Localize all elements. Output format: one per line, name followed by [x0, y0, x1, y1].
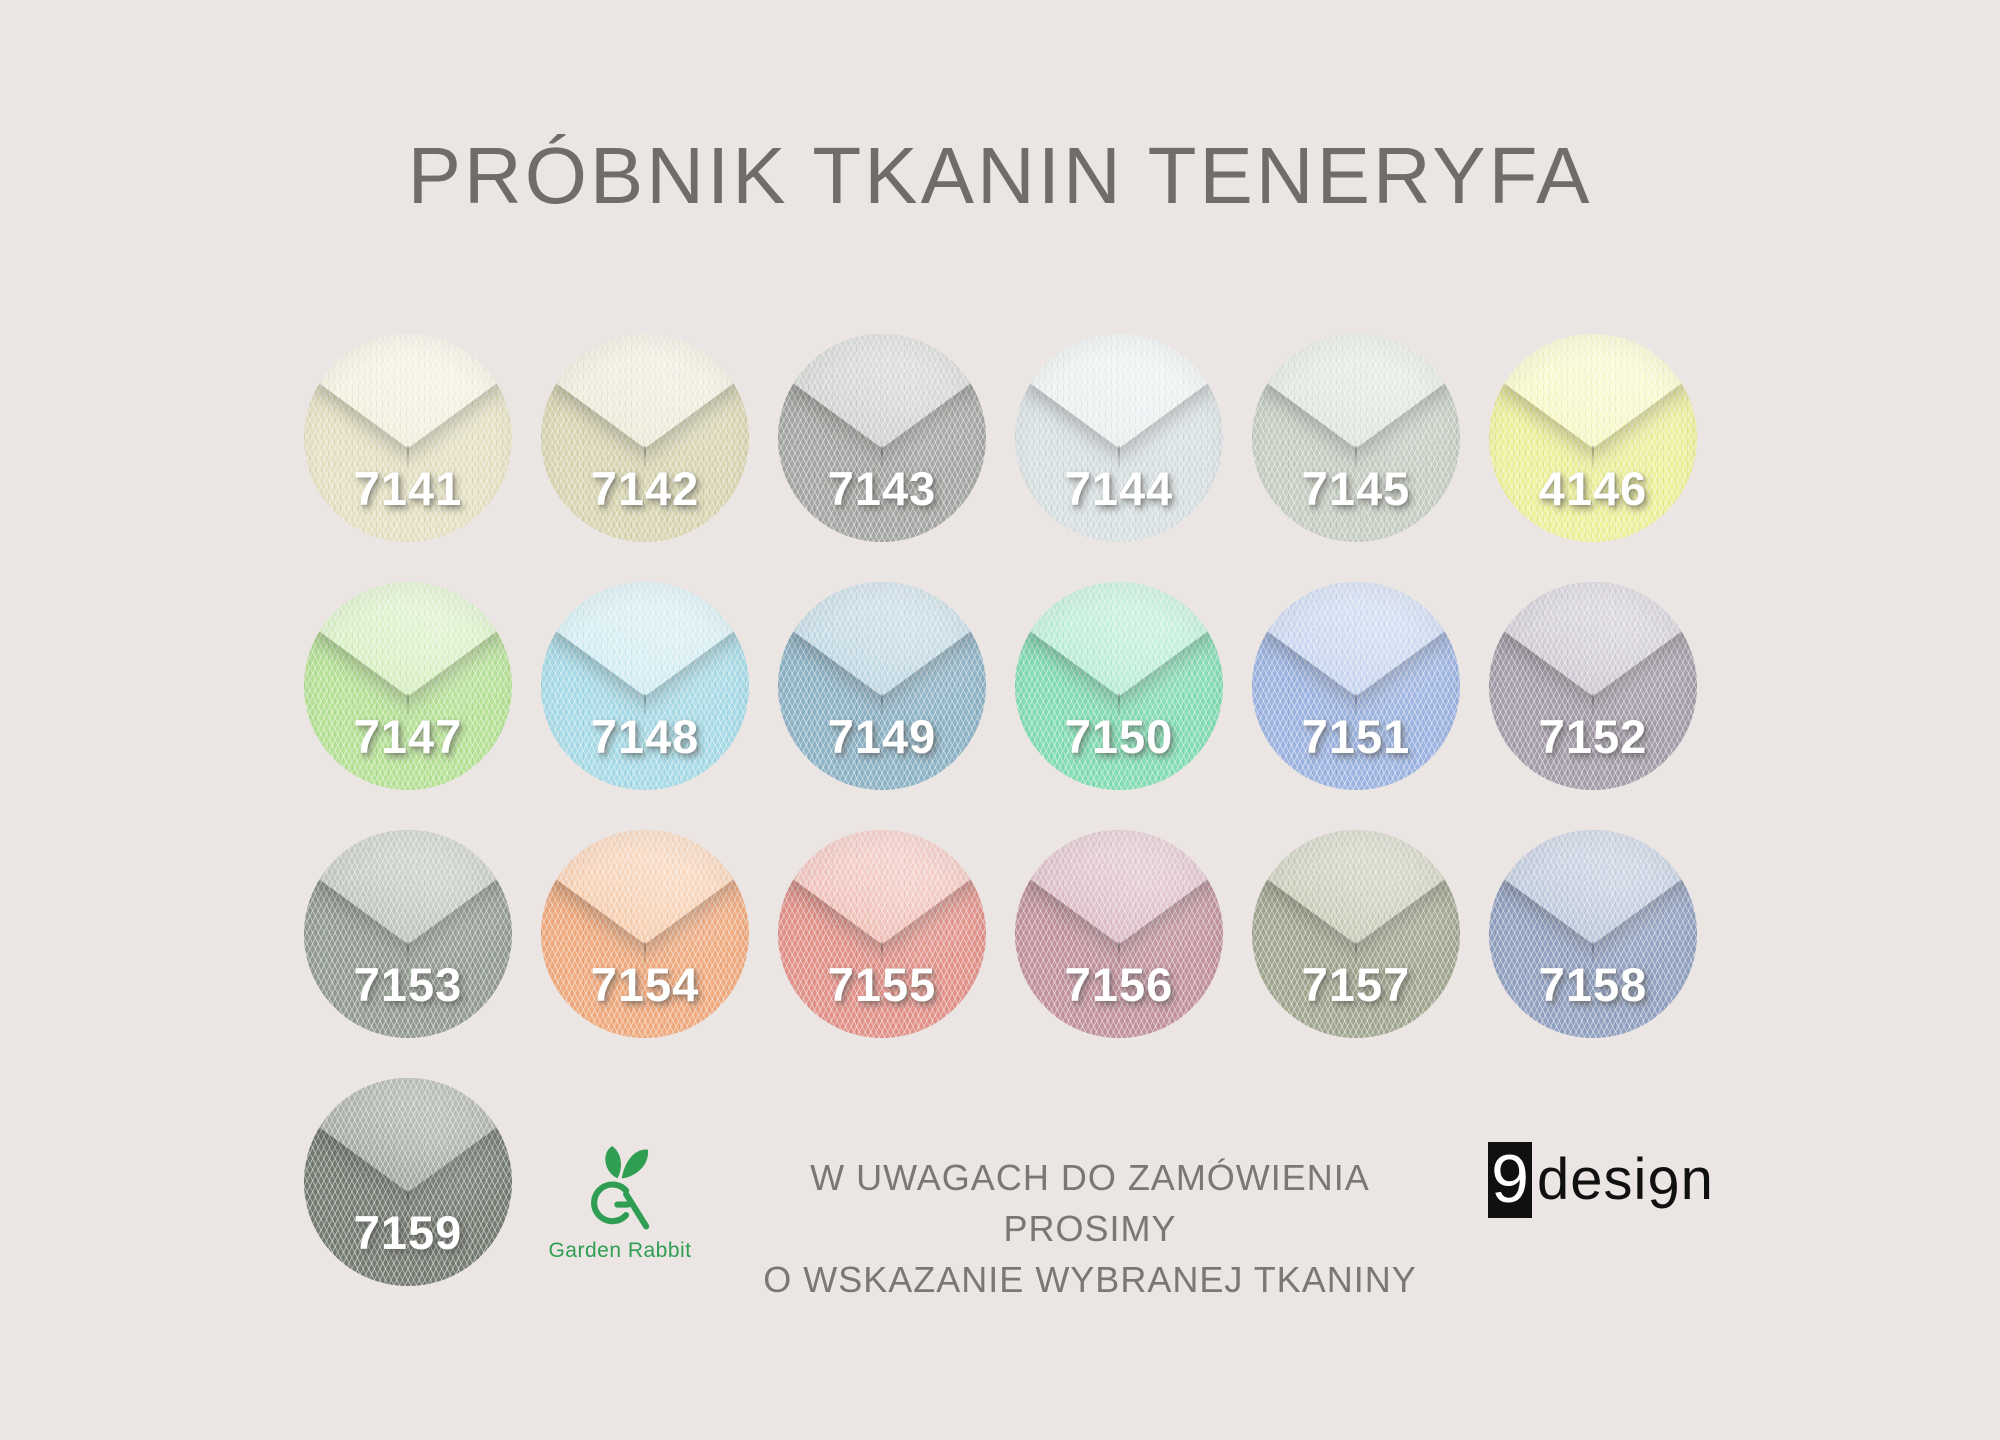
fabric-texture — [304, 334, 512, 542]
fabric-swatch: 7158 — [1489, 830, 1697, 1038]
fabric-swatch: 7157 — [1252, 830, 1460, 1038]
swatch-number: 7154 — [590, 957, 700, 1011]
swatch-number: 7153 — [353, 957, 463, 1011]
ninedesign-wordmark: desi9n — [1537, 1142, 1714, 1221]
fabric-texture — [1015, 334, 1223, 542]
fabric-swatch: 7147 — [304, 582, 512, 790]
fabric-texture — [1252, 582, 1460, 790]
fabric-texture — [1489, 334, 1697, 542]
fabric-texture — [304, 830, 512, 1038]
swatch-number: 7158 — [1538, 957, 1648, 1011]
ninedesign-logo: 9 desi9n — [1488, 1142, 1714, 1221]
swatch-number: 7155 — [827, 957, 937, 1011]
fabric-swatch: 7141 — [304, 334, 512, 542]
fabric-texture — [304, 1078, 512, 1286]
fabric-texture — [1489, 830, 1697, 1038]
fabric-texture — [1252, 334, 1460, 542]
swatch-number: 7145 — [1301, 461, 1411, 515]
swatch-number: 7152 — [1538, 709, 1648, 763]
swatch-number: 7141 — [353, 461, 463, 515]
fabric-swatch: 4146 — [1489, 334, 1697, 542]
fabric-swatch: 7150 — [1015, 582, 1223, 790]
swatch-row-3: 7153 7154 7155 — [304, 830, 1697, 1038]
order-note: W UWAGACH DO ZAMÓWIENIA PROSIMY O WSKAZA… — [760, 1152, 1420, 1305]
swatch-number: 7143 — [827, 461, 937, 515]
fabric-texture — [541, 582, 749, 790]
fabric-texture — [1015, 830, 1223, 1038]
swatch-number: 7159 — [353, 1205, 463, 1259]
swatch-number: 7142 — [590, 461, 700, 515]
fabric-swatch: 7154 — [541, 830, 749, 1038]
fabric-swatch: 7156 — [1015, 830, 1223, 1038]
swatch-number: 7147 — [353, 709, 463, 763]
swatch-row-2: 7147 7148 7149 — [304, 582, 1697, 790]
swatch-grid: 7141 7142 7143 — [304, 334, 1697, 1326]
garden-rabbit-logo: Garden Rabbit — [535, 1140, 705, 1263]
swatch-number: 7144 — [1064, 461, 1174, 515]
swatch-row-1: 7141 7142 7143 — [304, 334, 1697, 542]
fabric-swatch: 7144 — [1015, 334, 1223, 542]
fabric-swatch: 7149 — [778, 582, 986, 790]
order-note-line1: W UWAGACH DO ZAMÓWIENIA PROSIMY — [810, 1157, 1370, 1249]
swatch-number: 7151 — [1301, 709, 1411, 763]
fabric-swatch: 7152 — [1489, 582, 1697, 790]
fabric-texture — [1015, 582, 1223, 790]
order-note-line2: O WSKAZANIE WYBRANEJ TKANINY — [763, 1259, 1417, 1300]
swatch-number: 7157 — [1301, 957, 1411, 1011]
fabric-texture — [778, 334, 986, 542]
garden-rabbit-icon — [591, 1146, 650, 1230]
fabric-texture — [1489, 582, 1697, 790]
swatch-number: 7148 — [590, 709, 700, 763]
fabric-texture — [541, 334, 749, 542]
fabric-swatch: 7153 — [304, 830, 512, 1038]
ninedesign-stylized-g: 9 — [1647, 1156, 1681, 1221]
fabric-swatch: 7143 — [778, 334, 986, 542]
fabric-swatch: 7142 — [541, 334, 749, 542]
fabric-swatch: 7155 — [778, 830, 986, 1038]
swatch-number: 7156 — [1064, 957, 1174, 1011]
fabric-texture — [778, 582, 986, 790]
page-title: PRÓBNIK TKANIN TENERYFA — [407, 131, 1593, 220]
ninedesign-box-digit: 9 — [1488, 1142, 1532, 1218]
swatch-row-4: 7159 — [304, 1078, 1697, 1286]
swatch-number: 7150 — [1064, 709, 1174, 763]
swatch-number: 7149 — [827, 709, 937, 763]
fabric-swatch: 7148 — [541, 582, 749, 790]
fabric-swatch: 7151 — [1252, 582, 1460, 790]
fabric-texture — [304, 582, 512, 790]
garden-rabbit-label: Garden Rabbit — [548, 1239, 692, 1262]
fabric-texture — [1252, 830, 1460, 1038]
swatch-number: 4146 — [1538, 461, 1648, 515]
fabric-texture — [541, 830, 749, 1038]
fabric-swatch: 7159 — [304, 1078, 512, 1286]
fabric-swatch: 7145 — [1252, 334, 1460, 542]
fabric-texture — [778, 830, 986, 1038]
